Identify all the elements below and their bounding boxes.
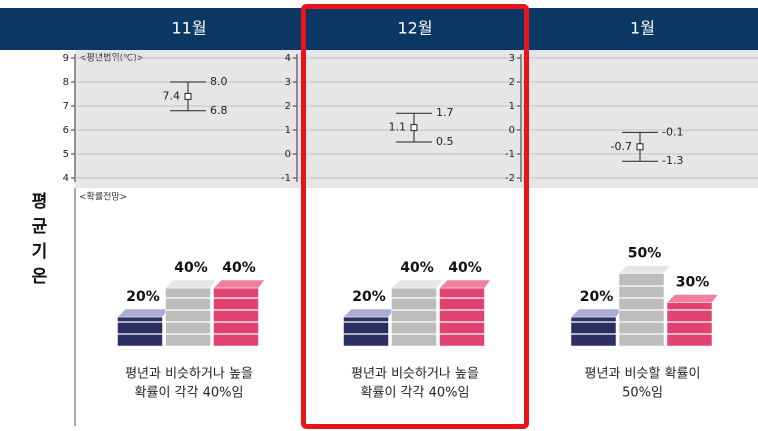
center-marker bbox=[410, 124, 418, 132]
prob-block bbox=[570, 316, 617, 347]
low-label: 6.8 bbox=[210, 104, 228, 117]
prob-block bbox=[439, 287, 485, 347]
y-tick-label: -1 bbox=[281, 173, 291, 184]
y-tick-label: 6 bbox=[63, 125, 69, 136]
block-top bbox=[116, 308, 169, 318]
prob-label: 50% bbox=[628, 246, 662, 262]
caption: 평년과 비슷하거나 높을 bbox=[125, 367, 253, 382]
caption: 확률이 각각 40%임 bbox=[361, 386, 470, 401]
prob-label: 40% bbox=[222, 260, 256, 276]
prob-label: 40% bbox=[448, 260, 482, 276]
y-tick-label: 7 bbox=[63, 101, 69, 112]
y-tick-label: 4 bbox=[285, 53, 291, 64]
y-tick-label: 9 bbox=[63, 53, 69, 64]
high-label: -0.1 bbox=[662, 125, 683, 138]
row-label: 평균기온 bbox=[27, 192, 47, 292]
y-tick-label: 5 bbox=[63, 149, 69, 160]
center-label: 1.1 bbox=[389, 121, 407, 134]
y-tick-label: 0 bbox=[509, 125, 515, 136]
y-tick-label: 8 bbox=[63, 77, 69, 88]
prob-label: 20% bbox=[580, 289, 614, 305]
block-top bbox=[390, 279, 443, 289]
prob-block bbox=[391, 287, 437, 347]
block-top bbox=[618, 265, 671, 274]
y-tick-label: 2 bbox=[509, 77, 515, 88]
y-tick-label: 1 bbox=[509, 101, 515, 112]
y-tick-label: -2 bbox=[505, 173, 515, 184]
caption: 평년과 비슷하거나 높을 bbox=[351, 367, 479, 382]
center-marker bbox=[636, 143, 644, 151]
prob-label: 20% bbox=[126, 289, 160, 305]
block-top bbox=[342, 308, 395, 318]
prob-label: 30% bbox=[676, 275, 710, 291]
prob-block bbox=[117, 316, 163, 347]
header-bar bbox=[0, 8, 758, 50]
content: 11월 12월 1월 4 5 6 7 8 9 7.4 8.0 6.8 -1 0 1 2 3 4 1.1 1.7 0.5 -… bbox=[63, 19, 758, 401]
caption: 평년과 비슷할 확률이 bbox=[585, 367, 701, 382]
y-tick-label: 3 bbox=[285, 77, 291, 88]
prob-label: <확률전망> bbox=[79, 191, 127, 203]
highlight-box bbox=[301, 4, 529, 429]
center-marker bbox=[184, 92, 192, 100]
prob-block bbox=[666, 302, 713, 347]
block-top bbox=[212, 279, 265, 289]
block-top bbox=[570, 308, 623, 318]
plot-background bbox=[75, 50, 758, 188]
caption: 50%임 bbox=[622, 386, 663, 401]
low-label: -1.3 bbox=[662, 154, 683, 167]
block-top bbox=[164, 279, 217, 289]
prob-block bbox=[165, 287, 211, 347]
y-tick-label: -1 bbox=[505, 149, 515, 160]
column-header: 1월 bbox=[630, 19, 655, 38]
y-tick-label: 1 bbox=[285, 125, 291, 136]
block-top bbox=[438, 279, 491, 289]
prob-label: 40% bbox=[174, 260, 208, 276]
y-tick-label: 4 bbox=[63, 173, 69, 184]
caption: 확률이 각각 40%임 bbox=[135, 386, 244, 401]
center-label: -0.7 bbox=[611, 140, 632, 153]
prob-block bbox=[343, 316, 389, 347]
y-tick-label: 0 bbox=[285, 149, 291, 160]
low-label: 0.5 bbox=[436, 135, 454, 148]
center-label: 7.4 bbox=[163, 89, 181, 102]
prob-label: 40% bbox=[400, 260, 434, 276]
column-header: 11월 bbox=[171, 19, 206, 38]
high-label: 8.0 bbox=[210, 75, 228, 88]
y-tick-label: 3 bbox=[509, 53, 515, 64]
block-top bbox=[666, 294, 719, 303]
column-header: 12월 bbox=[397, 19, 432, 38]
high-label: 1.7 bbox=[436, 106, 454, 119]
prob-label: 20% bbox=[352, 289, 386, 305]
prob-block bbox=[213, 287, 259, 347]
y-tick-label: 2 bbox=[285, 101, 291, 112]
